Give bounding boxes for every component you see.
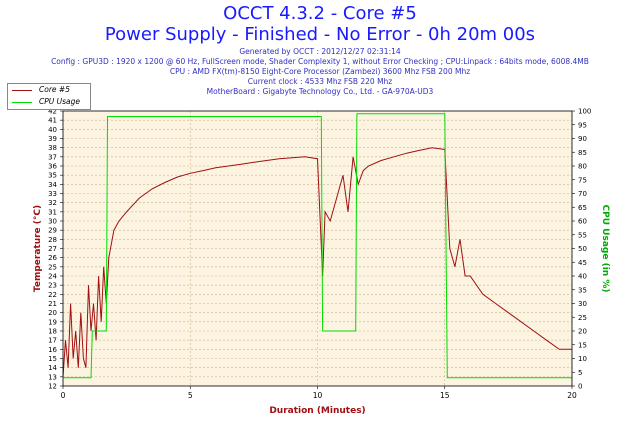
y-tick-label-right: 5 (578, 369, 582, 377)
series-line-core (62, 147, 572, 377)
plot-border (62, 110, 573, 387)
y-tick-label-right: 40 (578, 273, 587, 281)
y-tick-label-left: 17 (48, 337, 57, 345)
y-tick-label-left: 37 (48, 153, 57, 161)
legend-label-core: Core #5 (39, 85, 70, 94)
y-tick-label-left: 18 (48, 328, 57, 336)
y-tick-label-left: 21 (48, 300, 57, 308)
y-tick-label-right: 15 (578, 341, 587, 349)
x-tick-label: 15 (440, 391, 450, 400)
y-tick-label-right: 25 (578, 314, 587, 322)
legend-label-cpu: CPU Usage (39, 97, 81, 106)
info-motherboard: MotherBoard : Gigabyte Technology Co., L… (206, 87, 434, 96)
y-tick-label-right: 95 (578, 121, 587, 129)
y-tick-label-left: 31 (48, 208, 57, 216)
y-tick-label-left: 26 (48, 254, 57, 262)
series-line-cpu (63, 113, 572, 379)
y-tick-label-right: 70 (578, 190, 587, 198)
legend-swatch-core (12, 90, 32, 91)
y-tick-label-left: 33 (48, 190, 57, 198)
info-generated: Generated by OCCT : 2012/12/27 02:31:14 (239, 47, 401, 56)
y-tick-label-left: 12 (48, 383, 57, 391)
y-tick-label-left: 13 (48, 373, 57, 381)
y-tick-label-left: 16 (48, 346, 57, 354)
y-tick-label-left: 40 (48, 126, 57, 134)
chart-title: OCCT 4.3.2 - Core #5 (223, 3, 417, 24)
y-tick-label-left: 39 (48, 135, 57, 143)
y-tick-label-right: 10 (578, 355, 587, 363)
y-tick-label-left: 38 (48, 144, 57, 152)
info-cpu: CPU : AMD FX(tm)-8150 Eight-Core Process… (169, 67, 471, 76)
x-tick-label: 10 (313, 391, 323, 400)
y-tick-label-left: 27 (48, 245, 57, 253)
legend-item-cpu: CPU Usage (8, 96, 90, 108)
y-tick-label-left: 35 (48, 172, 57, 180)
y-tick-label-left: 19 (48, 318, 57, 326)
y-tick-label-right: 65 (578, 204, 587, 212)
y-tick-label-left: 29 (48, 227, 57, 235)
y-tick-label-left: 24 (48, 273, 57, 281)
y-tick-label-right: 80 (578, 163, 587, 171)
y-tick-label-left: 36 (48, 163, 57, 171)
y-tick-label-right: 20 (578, 328, 587, 336)
x-tick-label: 20 (567, 391, 577, 400)
info-clock: Current clock : 4533 Mhz FSB 220 Mhz (247, 77, 393, 86)
legend-swatch-cpu (12, 102, 32, 103)
y-tick-label-left: 34 (48, 181, 57, 189)
y-tick-label-right: 85 (578, 149, 587, 157)
y-tick-label-left: 25 (48, 263, 57, 271)
y-tick-label-left: 42 (48, 108, 57, 116)
y-tick-label-left: 23 (48, 282, 57, 290)
y-tick-label-right: 100 (578, 108, 591, 116)
y-tick-label-right: 60 (578, 218, 587, 226)
x-tick-label: 5 (188, 391, 193, 400)
chart-subtitle: Power Supply - Finished - No Error - 0h … (104, 24, 536, 45)
y-tick-label-right: 45 (578, 259, 587, 267)
y-tick-label-right: 50 (578, 245, 587, 253)
y-tick-label-right: 75 (578, 176, 587, 184)
y-tick-label-right: 30 (578, 300, 587, 308)
y-tick-label-right: 55 (578, 231, 587, 239)
y-tick-label-left: 32 (48, 199, 57, 207)
y-tick-label-left: 20 (48, 309, 57, 317)
chart-legend: Core #5 CPU Usage (7, 83, 91, 110)
x-axis-label: Duration (Minutes) (269, 406, 365, 416)
legend-item-core: Core #5 (8, 84, 90, 96)
y-tick-label-left: 15 (48, 355, 57, 363)
y-axis-label-left: Temperature (°C) (33, 205, 43, 292)
info-config: Config : GPU3D : 1920 x 1200 @ 60 Hz, Fu… (51, 57, 589, 66)
y-tick-label-left: 22 (48, 291, 57, 299)
y-tick-label-right: 90 (578, 135, 587, 143)
y-tick-label-right: 35 (578, 286, 587, 294)
y-tick-label-left: 30 (48, 218, 57, 226)
x-tick-label: 0 (61, 391, 66, 400)
y-tick-label-left: 41 (48, 117, 57, 125)
y-tick-label-left: 28 (48, 236, 57, 244)
y-tick-label-left: 14 (48, 364, 57, 372)
y-tick-label-right: 0 (578, 383, 582, 391)
y-axis-label-right: CPU Usage (in %) (600, 205, 610, 293)
